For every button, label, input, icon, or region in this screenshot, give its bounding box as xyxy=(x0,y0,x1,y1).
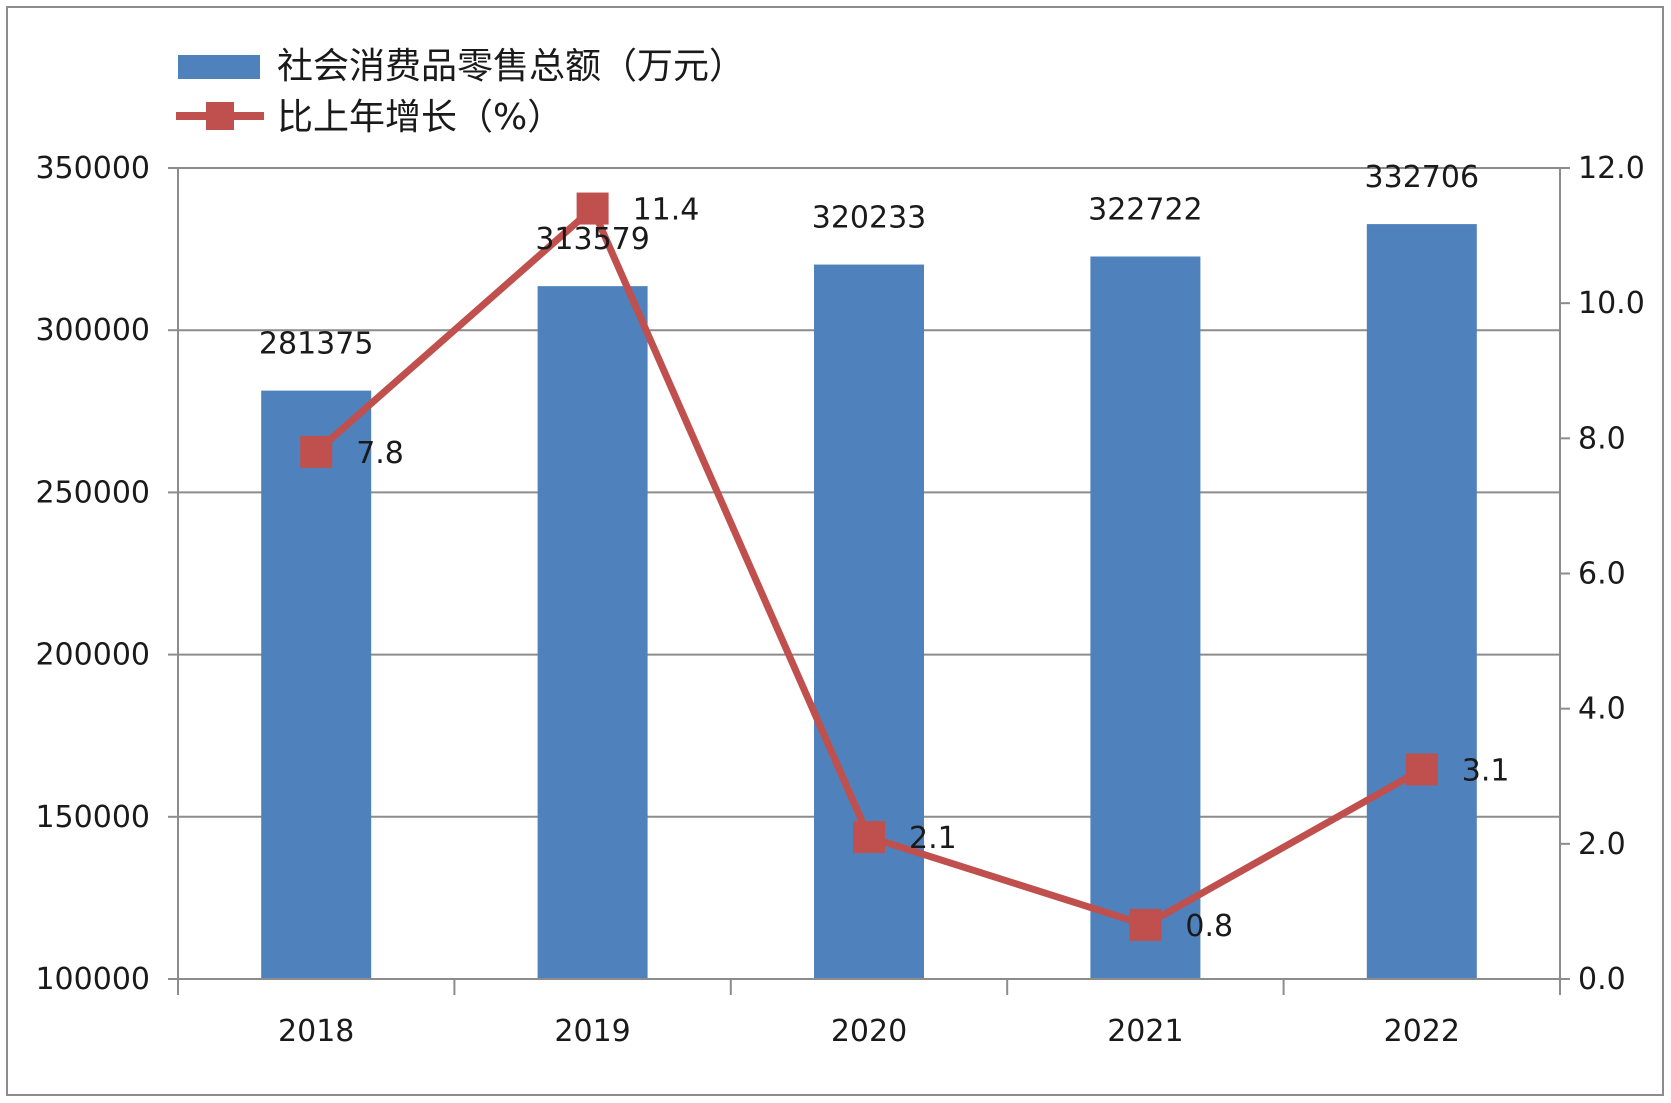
axes: 100000 150000 200000 250000 300000 350000 0.0 2… xyxy=(35,151,1644,1049)
left-tick-label: 100000 xyxy=(35,962,150,997)
legend-swatch-bar xyxy=(178,55,260,79)
data-labels: 281375 313579 320233 322722 332706 7.8 11.4 2.1… xyxy=(259,160,1510,944)
right-tick-label: 4.0 xyxy=(1578,692,1626,727)
line-data-label: 3.1 xyxy=(1462,753,1510,788)
line-marker xyxy=(853,821,885,854)
line-data-label: 0.8 xyxy=(1185,909,1233,944)
right-tick-label: 2.0 xyxy=(1578,827,1626,862)
x-tick-label: 2019 xyxy=(554,1014,630,1049)
x-tick-label: 2020 xyxy=(831,1014,907,1049)
x-tick-label: 2022 xyxy=(1384,1014,1460,1049)
bar-data-label: 332706 xyxy=(1365,160,1480,195)
line-data-label: 7.8 xyxy=(356,436,404,471)
x-tick-label: 2018 xyxy=(278,1014,354,1049)
left-tick-label: 150000 xyxy=(35,800,150,835)
bar xyxy=(1366,224,1477,979)
bar xyxy=(814,264,924,979)
x-tick-label: 2021 xyxy=(1107,1014,1183,1049)
legend-swatch-marker xyxy=(206,102,234,130)
bar-data-label: 281375 xyxy=(259,327,374,362)
line-marker xyxy=(576,192,609,225)
legend-label-bar: 社会消费品零售总额（万元） xyxy=(277,46,745,87)
left-tick-label: 250000 xyxy=(35,475,150,510)
left-tick-label: 350000 xyxy=(35,151,150,186)
right-tick-label: 6.0 xyxy=(1578,557,1626,592)
line-marker xyxy=(1405,753,1438,786)
legend-label-line: 比上年增长（%） xyxy=(277,97,563,138)
line-marker xyxy=(1129,908,1162,941)
right-tick-label: 0.0 xyxy=(1578,962,1626,997)
bar xyxy=(261,390,372,979)
bar-data-label: 322722 xyxy=(1088,192,1203,227)
left-tick-label: 300000 xyxy=(35,313,150,348)
line-data-label: 2.1 xyxy=(909,821,957,856)
line-series xyxy=(300,192,1438,941)
bar-series xyxy=(261,224,1477,979)
right-tick-label: 8.0 xyxy=(1578,421,1626,456)
legend: 社会消费品零售总额（万元） 比上年增长（%） xyxy=(176,46,745,138)
left-tick-label: 200000 xyxy=(35,638,150,673)
bar xyxy=(1090,256,1201,979)
line-marker xyxy=(300,435,333,468)
bar-data-label: 320233 xyxy=(812,201,927,236)
line-data-label: 11.4 xyxy=(633,193,700,228)
bar-data-label: 313579 xyxy=(535,222,650,257)
right-tick-label: 12.0 xyxy=(1578,151,1645,186)
right-tick-label: 10.0 xyxy=(1578,286,1645,321)
bar xyxy=(537,286,648,979)
